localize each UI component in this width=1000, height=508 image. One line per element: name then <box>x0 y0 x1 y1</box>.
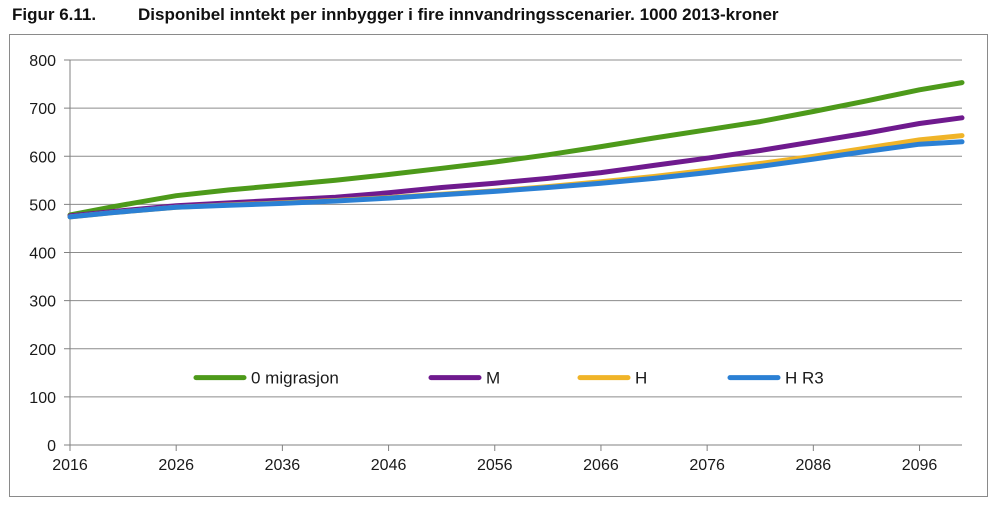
series-line-m <box>67 115 965 219</box>
legend: 0 migrasjon M H H R3 <box>193 369 824 388</box>
figure-number: Figur 6.11. <box>12 5 97 24</box>
legend-item: H R3 <box>727 369 824 388</box>
legend-label: H <box>635 369 647 388</box>
y-tick-label: 600 <box>29 149 56 166</box>
y-tick-label: 100 <box>29 390 56 407</box>
gridlines <box>64 59 962 451</box>
y-tick-label: 0 <box>47 438 56 455</box>
x-tick-label: 2076 <box>689 457 725 474</box>
y-tick-label: 800 <box>29 53 56 70</box>
figure-title: Disponibel inntekt per innbygger i fire … <box>138 5 779 24</box>
x-axis-ticks: 2016 2026 2036 2046 2056 2066 2076 2086 2096 <box>52 457 937 474</box>
y-tick-label: 500 <box>29 197 56 214</box>
legend-label: H R3 <box>785 369 824 388</box>
legend-item: H <box>577 369 647 388</box>
legend-label: M <box>486 369 500 388</box>
y-tick-label: 200 <box>29 342 56 359</box>
legend-label: 0 migrasjon <box>251 369 339 388</box>
x-tick-label: 2096 <box>902 457 938 474</box>
x-tick-label: 2056 <box>477 457 513 474</box>
x-tick-label: 2016 <box>52 457 88 474</box>
x-tick-label: 2066 <box>583 457 619 474</box>
x-tick-label: 2036 <box>265 457 301 474</box>
x-tick-label: 2026 <box>158 457 194 474</box>
legend-item: M <box>428 369 500 388</box>
legend-item: 0 migrasjon <box>193 369 339 388</box>
y-tick-label: 700 <box>29 101 56 118</box>
chart-frame <box>9 34 988 497</box>
x-tick-label: 2046 <box>371 457 407 474</box>
series-lines <box>67 80 965 220</box>
y-axis-ticks: 0 100 200 300 400 500 600 700 800 <box>29 53 56 455</box>
y-tick-label: 400 <box>29 246 56 263</box>
y-tick-label: 300 <box>29 294 56 311</box>
series-line-h-r3 <box>67 139 965 220</box>
x-tick-label: 2086 <box>796 457 832 474</box>
figure-heading: Figur 6.11. Disponibel inntekt per innbyg… <box>12 2 779 28</box>
series-line-0-migrasjon <box>67 80 965 218</box>
